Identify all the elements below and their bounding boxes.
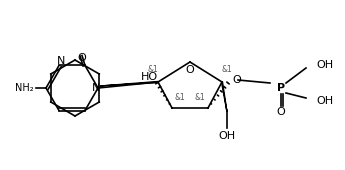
Text: O: O (78, 54, 86, 63)
Text: O: O (186, 65, 194, 75)
Text: &1: &1 (221, 65, 233, 74)
Text: N: N (92, 83, 100, 93)
Polygon shape (221, 82, 227, 112)
Text: O: O (232, 75, 241, 85)
Text: OH: OH (316, 96, 333, 106)
Text: HO: HO (140, 72, 158, 82)
Text: OH: OH (316, 60, 333, 70)
Text: P: P (277, 83, 285, 93)
Text: O: O (277, 107, 285, 117)
Polygon shape (100, 81, 158, 86)
Text: &1: &1 (175, 94, 185, 103)
Text: N: N (57, 56, 65, 66)
Text: &1: &1 (195, 94, 205, 103)
Text: OH: OH (218, 131, 236, 141)
Text: NH₂: NH₂ (16, 83, 34, 93)
Text: &1: &1 (148, 65, 158, 74)
